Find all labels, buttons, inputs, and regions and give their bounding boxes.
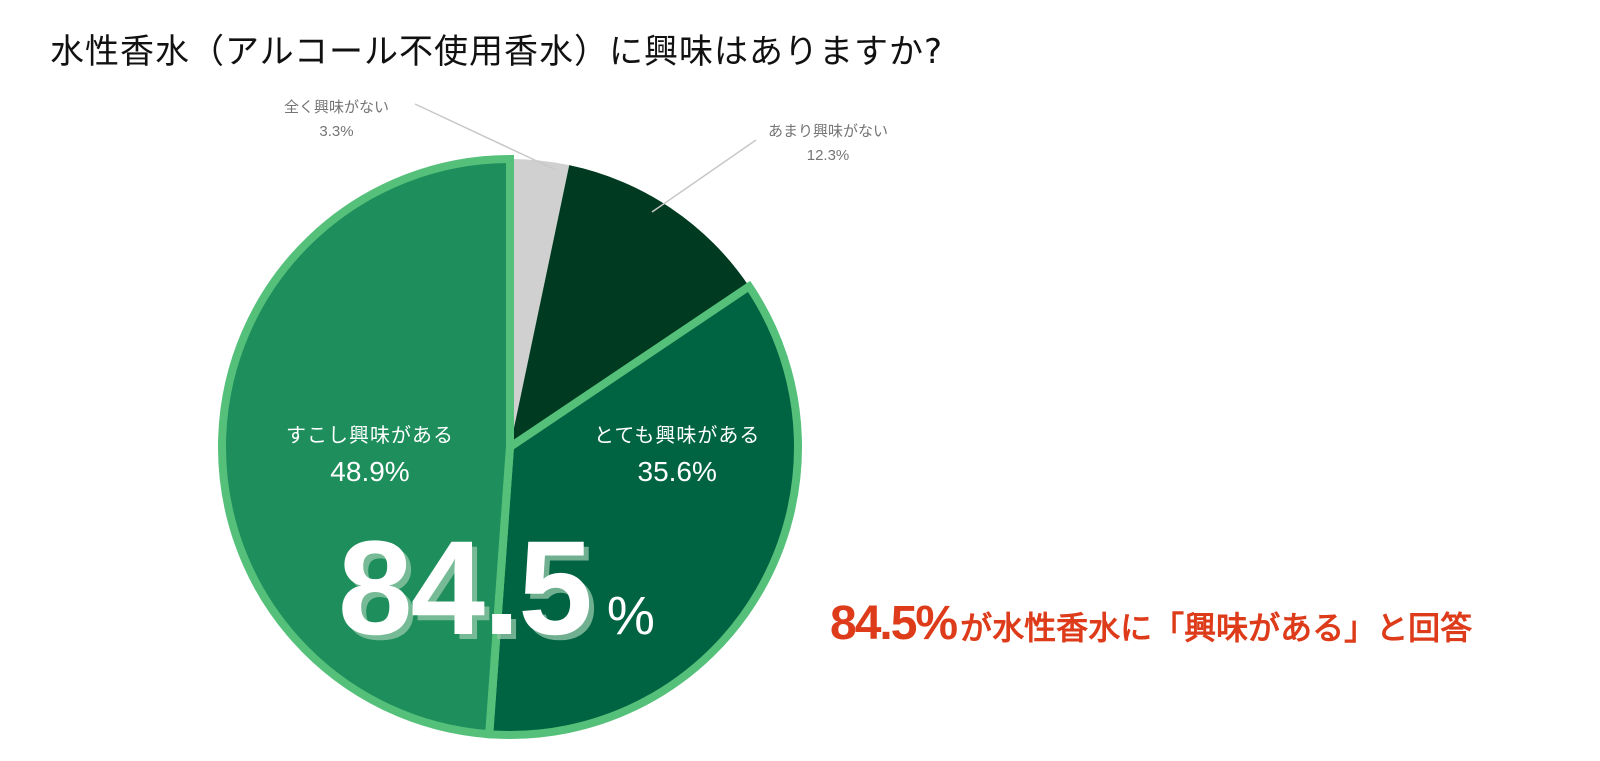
label-very-pct: 35.6% (637, 456, 717, 487)
big-percentage: 84.5% (338, 512, 655, 665)
highlight-outline-0 (484, 280, 802, 739)
pie-slice-3 (221, 159, 511, 735)
label-none-pct: 3.3% (319, 123, 354, 140)
leader-line-little (651, 139, 757, 213)
label-very: とても興味がある 35.6% (594, 420, 760, 494)
label-some: すこし興味がある 48.9% (286, 420, 454, 494)
pie-slice-1 (510, 165, 750, 447)
label-very-name: とても興味がある (594, 423, 761, 447)
chart-title: 水性香水（アルコール不使用香水）に興味はありますか? (50, 32, 944, 72)
callout-text: 84.5% が水性香水に「興味がある」と回答 (830, 596, 1472, 651)
label-none-name: 全く興味がない (284, 99, 390, 116)
label-little: あまり興味がない 12.3% (768, 120, 888, 168)
highlight-outline-1 (218, 154, 514, 739)
pie-slice-2 (489, 286, 798, 735)
label-little-pct: 12.3% (806, 147, 850, 164)
label-none: 全く興味がない 3.3% (284, 96, 389, 144)
leader-line-none (414, 103, 557, 171)
pie-slice-0 (510, 159, 570, 447)
label-some-name: すこし興味がある (286, 423, 454, 447)
label-little-name: あまり興味がない (768, 123, 889, 140)
callout-message: が水性香水に「興味がある」と回答 (960, 609, 1473, 647)
callout-number: 84.5% (830, 597, 958, 650)
big-unit: % (606, 586, 655, 646)
big-number: 84.5 (338, 514, 593, 663)
label-some-pct: 48.9% (330, 456, 410, 487)
